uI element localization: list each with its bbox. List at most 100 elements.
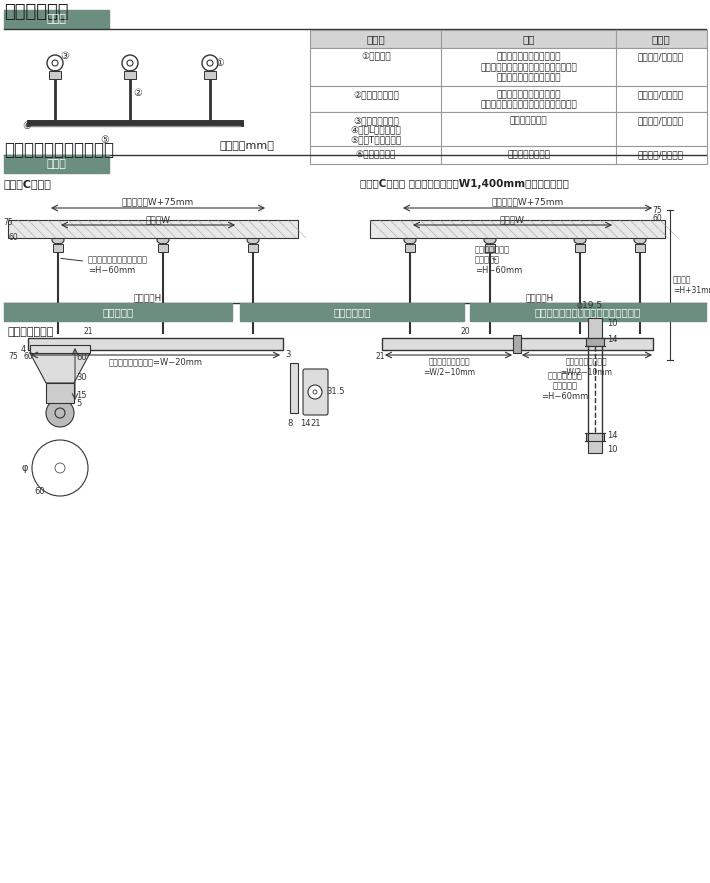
Text: ブラケット: ブラケット [102,307,133,317]
Bar [240,303,464,321]
Bar [586,433,604,441]
Text: 75: 75 [652,206,662,215]
Ellipse shape [634,236,646,244]
Bar [588,318,602,338]
Text: 本体バーカット長さ
=W/2−10mm: 本体バーカット長さ =W/2−10mm [560,357,612,376]
Bar [310,86,707,112]
Text: アルミニウム合金押出形材: アルミニウム合金押出形材 [496,52,561,61]
Text: 仕上げ: 仕上げ [652,34,670,44]
Text: φ: φ [21,463,28,473]
Bar [310,112,707,146]
Text: 本体バーカット長さ
=W/2−10mm: 本体バーカット長さ =W/2−10mm [423,357,476,376]
Text: バーキャップ: バーキャップ [333,307,371,317]
Text: 8: 8 [288,419,293,428]
Circle shape [46,399,74,427]
Text: 15: 15 [76,390,87,399]
Text: 製品外寸＝W+75mm: 製品外寸＝W+75mm [122,197,194,206]
Ellipse shape [574,236,586,244]
Text: 塩化ビニル樹脂皮膜フィルムラッピング: 塩化ビニル樹脂皮膜フィルムラッピング [480,101,577,109]
Bar [28,338,283,350]
Text: 4: 4 [21,344,26,353]
Text: 硬質・軟質塩化ビニル樹脂: 硬質・軟質塩化ビニル樹脂 [496,73,561,83]
Ellipse shape [484,236,496,244]
Text: 製品外寸
=H+31mm: 製品外寸 =H+31mm [673,275,710,295]
Bar [405,244,415,252]
Text: 14: 14 [607,431,618,440]
Text: 材質: 材質 [523,34,535,44]
Text: 天井吊りポールカット長さ
=H−60mm: 天井吊りポールカット長さ =H−60mm [61,255,148,275]
Bar [519,338,653,350]
Bar [158,244,168,252]
Text: 天井付: 天井付 [46,159,66,169]
Text: 製品と仕上げ: 製品と仕上げ [4,3,68,21]
Text: 部品名: 部品名 [366,34,386,44]
Bar [370,220,665,238]
Text: 天井吊りポール
カット長さ
=H−60mm: 天井吊りポール カット長さ =H−60mm [542,371,589,401]
Text: 3: 3 [285,350,290,359]
Bar [290,363,298,413]
Text: 14: 14 [607,336,618,344]
Text: 天井付Cタイプ: 天井付Cタイプ [4,179,52,189]
Text: ⑥: ⑥ [22,121,31,131]
Circle shape [308,385,322,399]
Text: 天井吊りポール
カット長さ
=H−60mm: 天井吊りポール カット長さ =H−60mm [475,245,523,275]
Bar [588,433,602,453]
Text: 天井付Cタイプ ジョイントあり（W1,400mmを超える場合）: 天井付Cタイプ ジョイントあり（W1,400mmを超える場合） [360,179,569,189]
Text: ⑥バーキャップ: ⑥バーキャップ [356,150,396,159]
Text: （単位：mm）: （単位：mm） [220,141,275,151]
Bar [586,338,604,346]
Text: 14: 14 [300,419,310,428]
Text: 60: 60 [8,233,18,242]
Text: 60: 60 [652,214,662,223]
Bar [248,244,258,252]
Text: 製品幅W: 製品幅W [500,215,525,224]
Bar [4,155,109,173]
Bar [485,244,495,252]
Bar [8,220,298,238]
Text: 取付寸法図／部品寸法図: 取付寸法図／部品寸法図 [4,141,114,159]
Text: 製品幅W: 製品幅W [146,215,170,224]
Bar [204,71,216,79]
Text: 製品高さH: 製品高さH [526,293,554,302]
Text: 75: 75 [8,352,18,361]
Text: ②天井吊りポール: ②天井吊りポール [353,90,399,99]
Text: φ19.5: φ19.5 [577,301,603,310]
Text: 21: 21 [83,327,93,336]
Text: アルミニウム合金押出形材: アルミニウム合金押出形材 [496,90,561,99]
Text: 21: 21 [375,352,385,361]
Text: ③: ③ [60,51,69,61]
Ellipse shape [247,236,259,244]
Text: 60: 60 [76,353,87,363]
Bar [49,71,61,79]
Bar [635,244,645,252]
Text: 30: 30 [76,374,87,382]
Text: ブラック/ホワイト: ブラック/ホワイト [638,116,684,125]
Bar [124,71,136,79]
Text: 75: 75 [3,218,13,227]
Bar [470,303,706,321]
Text: 天井ブラケット: 天井ブラケット [8,327,55,337]
Text: 5: 5 [76,398,81,407]
Text: 60: 60 [35,487,45,495]
Text: 製品高さH: 製品高さH [134,293,162,302]
Ellipse shape [404,236,416,244]
Bar [310,48,707,86]
Text: ②: ② [133,88,142,98]
Text: 21: 21 [311,419,321,428]
Bar [513,335,521,353]
Text: 製品外寸＝W+75mm: 製品外寸＝W+75mm [491,197,564,206]
FancyBboxPatch shape [303,369,328,415]
Bar [310,30,707,48]
Text: ④天井Lジョイント: ④天井Lジョイント [351,125,401,135]
Text: 10: 10 [607,444,618,454]
Text: 天井吊りポール（固定アダプター付）: 天井吊りポール（固定アダプター付） [535,307,641,317]
Text: ⑤天井Tジョイント: ⑤天井Tジョイント [351,135,402,145]
Text: ブラック/ホワイト: ブラック/ホワイト [638,150,684,159]
Bar [382,338,515,350]
Text: ①: ① [215,58,224,68]
Text: ブラック/ホワイト: ブラック/ホワイト [638,90,684,99]
Bar [46,383,74,403]
Bar [4,303,232,321]
Text: 亜鉛ダイカスト: 亜鉛ダイカスト [510,116,547,125]
Text: ブラック/ホワイト: ブラック/ホワイト [638,52,684,61]
